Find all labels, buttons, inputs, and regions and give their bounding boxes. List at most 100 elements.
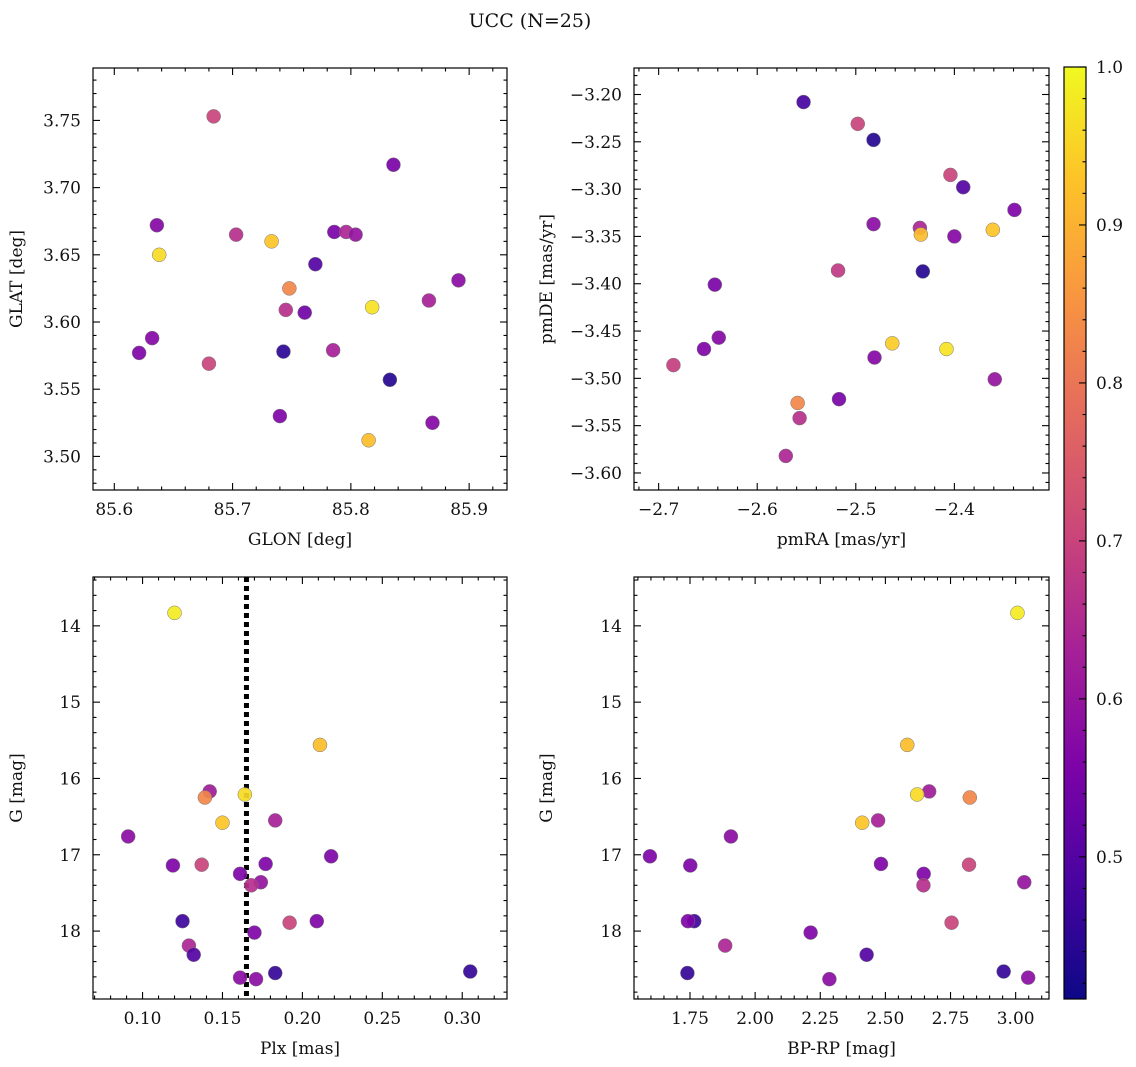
- colorbar-tick-label: 0.6: [1096, 690, 1123, 710]
- scatter-point: [987, 372, 1003, 387]
- x-tick-label: 2.00: [736, 1009, 774, 1029]
- x-tick-label: 85.9: [450, 500, 488, 520]
- scatter-point: [870, 813, 886, 828]
- y-tick-label: 18: [59, 922, 81, 942]
- y-tick-label: −3.60: [570, 464, 622, 484]
- scatter-point: [943, 167, 958, 183]
- scatter-panel-glon-glat: 85.6 85.7 85.8 85.9 3.50 3.55 3.60 3.65 3.70 3.75…: [7, 67, 508, 550]
- x-tick-label: 3.00: [997, 1009, 1035, 1029]
- x-tick-label: 85.7: [214, 500, 252, 520]
- x-axis-label: BP-RP [mag]: [787, 1039, 896, 1059]
- scatter-point: [215, 815, 230, 830]
- scatter-point: [1020, 970, 1036, 985]
- scatter-point: [961, 857, 977, 872]
- scatter-point: [325, 342, 341, 358]
- scatter-point: [308, 256, 323, 272]
- y-tick-label: 15: [59, 693, 81, 713]
- scatter-point: [916, 878, 931, 893]
- scatter-point: [309, 913, 325, 929]
- scatter-point: [831, 391, 847, 407]
- x-tick-label: 0.10: [124, 1009, 162, 1029]
- colorbar-gradient: [1064, 67, 1086, 999]
- scatter-point: [822, 971, 837, 987]
- y-axis-label: pmDE [mas/yr]: [537, 214, 557, 344]
- scatter-point: [264, 234, 279, 249]
- scatter-point: [278, 302, 294, 318]
- scatter-point: [197, 790, 213, 805]
- scatter-point: [985, 222, 1001, 238]
- scatter-point: [792, 410, 807, 426]
- scatter-point: [297, 305, 312, 320]
- scatter-point: [282, 915, 297, 930]
- scatter-point: [921, 784, 937, 799]
- y-tick-label: −3.45: [570, 322, 622, 342]
- x-axis-label: GLON [deg]: [248, 530, 352, 550]
- scatter-point: [165, 858, 181, 873]
- scatter-point: [680, 965, 695, 981]
- colorbar: 0.5 0.6 0.7 0.8 0.9 1.0: [1063, 58, 1123, 1000]
- y-tick-label: 17: [600, 846, 622, 866]
- scatter-point: [364, 299, 380, 315]
- scatter-point: [144, 330, 160, 346]
- scatter-point: [228, 227, 244, 242]
- colorbar-tick-label: 0.5: [1096, 848, 1123, 868]
- y-tick-label: 3.60: [43, 313, 81, 333]
- y-tick-label: 17: [59, 846, 81, 866]
- x-tick-label: −2.4: [934, 500, 975, 520]
- x-tick-label: 85.6: [95, 500, 133, 520]
- scatter-point: [194, 857, 209, 872]
- scatter-point: [642, 849, 658, 864]
- scatter-point: [1010, 605, 1025, 621]
- scatter-point: [1017, 874, 1032, 890]
- scatter-point: [866, 132, 881, 148]
- scatter-point: [1007, 202, 1022, 218]
- axes-frame: [92, 67, 508, 491]
- scatter-panel-bprp-g: 1.75 2.00 2.25 2.50 2.75 3.00 14 15 16 17 18 BP-RP …: [537, 576, 1050, 1059]
- y-tick-label: −3.50: [570, 369, 622, 389]
- y-tick-label: 3.70: [43, 179, 81, 199]
- scatter-point: [680, 913, 696, 929]
- scatter-point: [778, 448, 794, 464]
- x-tick-label: −2.6: [737, 500, 778, 520]
- scatter-point: [186, 947, 201, 962]
- x-tick-label: 85.8: [332, 500, 370, 520]
- colorbar-tick-label: 0.8: [1096, 374, 1123, 394]
- scatter-point: [276, 344, 291, 359]
- scatter-panel-pmra-pmde: −2.7 −2.6 −2.5 −2.4 −3.60 −3.55 −3.50 −3.45 −3.4…: [537, 67, 1050, 550]
- scatter-point: [382, 372, 398, 388]
- scatter-point: [915, 264, 931, 279]
- scatter-point: [425, 415, 440, 431]
- y-tick-label: 16: [600, 769, 622, 789]
- scatter-point: [258, 856, 273, 872]
- scatter-point: [386, 157, 401, 173]
- y-axis-label: G [mag]: [537, 753, 557, 822]
- scatter-point: [151, 247, 167, 263]
- scatter-point: [149, 217, 165, 233]
- scatter-point: [282, 281, 297, 296]
- scatter-point: [237, 787, 253, 802]
- scatter-point: [723, 829, 739, 844]
- scatter-point: [944, 915, 959, 930]
- scatter-points: [131, 109, 466, 448]
- scatter-point: [696, 341, 712, 357]
- colorbar-frame: [1063, 66, 1087, 1000]
- y-tick-label: −3.30: [570, 180, 622, 200]
- scatter-point: [348, 227, 363, 242]
- scatter-point: [803, 925, 818, 940]
- y-tick-label: 3.65: [43, 246, 81, 266]
- scatter-point: [131, 345, 147, 361]
- x-axis-label: Plx [mas]: [260, 1039, 340, 1059]
- y-tick-label: 15: [600, 693, 622, 713]
- scatter-point: [248, 971, 264, 987]
- scatter-point: [267, 813, 283, 828]
- scatter-point: [873, 856, 889, 872]
- axes-frame: [633, 67, 1050, 491]
- scatter-point: [830, 263, 846, 278]
- scatter-point: [854, 815, 870, 830]
- scatter-point: [175, 913, 190, 929]
- x-tick-label: 2.50: [866, 1009, 904, 1029]
- scatter-point: [201, 356, 217, 371]
- x-tick-label: 2.75: [932, 1009, 970, 1029]
- scatter-point: [312, 737, 328, 753]
- y-tick-label: 14: [600, 617, 622, 637]
